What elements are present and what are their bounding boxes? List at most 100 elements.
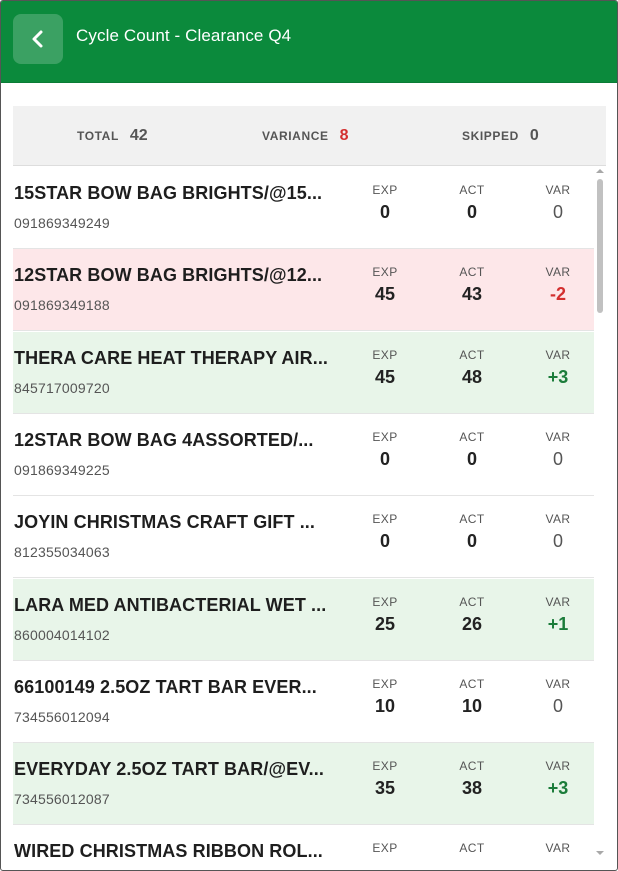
item-act-column: ACT 38 (442, 759, 502, 799)
act-value: 26 (461, 613, 483, 634)
var-value: +3 (547, 366, 569, 387)
item-var-column: VAR 0 (528, 677, 588, 717)
item-sku: 734556012094 (14, 708, 110, 725)
scrollbar[interactable] (594, 167, 606, 870)
item-name: EVERYDAY 2.5OZ TART BAR/@EV... (14, 759, 324, 780)
item-act-column: ACT 0 (442, 512, 502, 552)
act-label: ACT (459, 759, 485, 774)
item-exp-column: EXP 35 (355, 759, 415, 799)
item-exp-column: EXP 10 (355, 677, 415, 717)
list-item[interactable]: 12STAR BOW BAG BRIGHTS/@12... 09186934918… (13, 249, 594, 332)
variance-value: 8 (339, 127, 349, 144)
summary-skipped: SKIPPED 0 (462, 106, 539, 166)
var-value: 0 (552, 695, 563, 716)
item-var-column: VAR 0 (528, 512, 588, 552)
item-exp-column: EXP 45 (355, 265, 415, 305)
item-exp-column: EXP (355, 841, 415, 860)
summary-bar: TOTAL 42 VARIANCE 8 SKIPPED 0 (13, 106, 606, 166)
skipped-value: 0 (529, 127, 539, 144)
exp-label: EXP (372, 841, 398, 856)
exp-label: EXP (372, 676, 398, 691)
item-name: THERA CARE HEAT THERAPY AIR... (14, 347, 329, 368)
back-button[interactable] (13, 14, 63, 64)
var-label: VAR (545, 265, 571, 280)
list-item[interactable]: THERA CARE HEAT THERAPY AIR... 8457170097… (13, 331, 594, 414)
scroll-up-icon[interactable] (596, 169, 604, 173)
item-var-column: VAR +3 (528, 348, 588, 388)
item-sku: 734556012087 (14, 791, 110, 808)
app-header: Cycle Count - Clearance Q4 (1, 1, 617, 83)
item-sku: 091869349249 (14, 215, 110, 231)
act-label: ACT (459, 429, 485, 444)
var-value: 0 (552, 448, 563, 469)
item-act-column: ACT 0 (442, 183, 502, 223)
act-label: ACT (459, 594, 485, 609)
item-name: 12STAR BOW BAG BRIGHTS/@12... (14, 265, 323, 286)
act-value: 48 (461, 366, 483, 387)
item-name: 66100149 2.5OZ TART BAR EVER... (14, 676, 317, 697)
var-value: 0 (552, 202, 563, 222)
item-exp-column: EXP 0 (355, 430, 415, 470)
item-var-column: VAR +1 (528, 595, 588, 635)
item-exp-column: EXP 25 (355, 595, 415, 635)
list-item[interactable]: 66100149 2.5OZ TART BAR EVER... 734556012… (13, 660, 594, 743)
var-label: VAR (545, 841, 571, 856)
act-label: ACT (459, 183, 485, 197)
item-act-column: ACT 26 (442, 595, 502, 635)
list-item[interactable]: 15STAR BOW BAG BRIGHTS/@15... 09186934924… (13, 167, 594, 249)
item-sku: 091869349225 (14, 461, 110, 478)
item-act-column: ACT 10 (442, 677, 502, 717)
exp-label: EXP (372, 183, 398, 197)
exp-value: 10 (374, 695, 396, 716)
list-item[interactable]: 12STAR BOW BAG 4ASSORTED/... 091869349225… (13, 413, 594, 496)
exp-label: EXP (372, 759, 398, 774)
list-item[interactable]: WIRED CHRISTMAS RIBBON ROL... EXP ACT VAR (13, 825, 594, 870)
exp-value: 45 (374, 366, 396, 387)
exp-label: EXP (372, 265, 398, 280)
list-item[interactable]: LARA MED ANTIBACTERIAL WET ... 8600040141… (13, 578, 594, 661)
item-sku: 845717009720 (14, 379, 110, 396)
scrollbar-thumb[interactable] (597, 179, 603, 313)
var-label: VAR (545, 759, 571, 774)
chevron-left-icon (32, 30, 43, 48)
act-label: ACT (459, 512, 485, 527)
exp-value: 0 (379, 531, 390, 552)
item-exp-column: EXP 45 (355, 348, 415, 388)
variance-label: VARIANCE (262, 129, 329, 143)
item-name: WIRED CHRISTMAS RIBBON ROL... (14, 841, 323, 862)
var-label: VAR (545, 183, 571, 197)
act-label: ACT (459, 265, 485, 280)
total-value: 42 (129, 127, 148, 144)
list-item[interactable]: EVERYDAY 2.5OZ TART BAR/@EV... 7345560120… (13, 743, 594, 826)
summary-variance: VARIANCE 8 (262, 106, 349, 166)
var-label: VAR (545, 347, 571, 362)
item-name: 12STAR BOW BAG 4ASSORTED/... (14, 429, 314, 450)
act-value: 0 (466, 448, 477, 469)
var-label: VAR (545, 512, 571, 527)
item-name: 15STAR BOW BAG BRIGHTS/@15... (14, 183, 323, 203)
var-label: VAR (545, 676, 571, 691)
var-value: +1 (547, 613, 569, 634)
item-var-column: VAR (528, 841, 588, 860)
act-value: 0 (466, 531, 477, 552)
exp-label: EXP (372, 594, 398, 609)
item-var-column: VAR 0 (528, 183, 588, 223)
act-label: ACT (459, 347, 485, 362)
item-var-column: VAR +3 (528, 759, 588, 799)
skipped-label: SKIPPED (462, 129, 519, 143)
var-value: +3 (547, 778, 569, 799)
exp-label: EXP (372, 429, 398, 444)
item-act-column: ACT (442, 841, 502, 860)
exp-value: 25 (374, 613, 396, 634)
exp-value: 0 (379, 202, 390, 222)
list-item[interactable]: JOYIN CHRISTMAS CRAFT GIFT ... 8123550340… (13, 496, 594, 579)
item-var-column: VAR 0 (528, 430, 588, 470)
item-act-column: ACT 43 (442, 265, 502, 305)
act-value: 0 (466, 202, 477, 222)
act-label: ACT (459, 676, 485, 691)
scroll-down-icon[interactable] (596, 851, 604, 855)
item-list[interactable]: 15STAR BOW BAG BRIGHTS/@15... 09186934924… (13, 167, 594, 870)
item-sku: 812355034063 (14, 544, 110, 561)
exp-label: EXP (372, 347, 398, 362)
